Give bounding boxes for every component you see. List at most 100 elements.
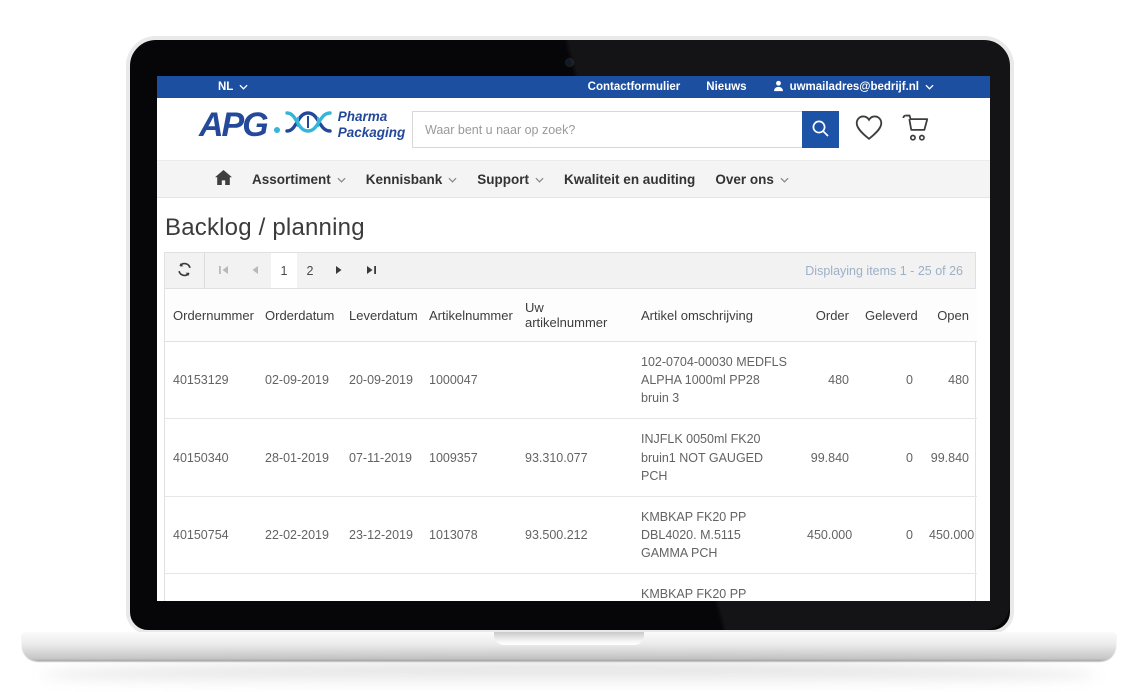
nav-item-assortiment[interactable]: Assortiment — [252, 172, 346, 187]
refresh-button[interactable] — [165, 253, 205, 288]
cell-orderdatum: 22-02-2019 — [257, 573, 341, 601]
cell-leverdatum: 24-09-2019 — [341, 573, 421, 601]
heart-icon — [854, 115, 884, 144]
nav-item-kwaliteit[interactable]: Kwaliteit en auditing — [564, 172, 695, 187]
chevron-down-icon — [239, 84, 248, 90]
logo-dot — [273, 126, 280, 133]
site-header: APG Pharma Packaging — [157, 98, 990, 160]
nav-item-label: Over ons — [715, 171, 774, 187]
language-label: NL — [218, 81, 234, 93]
search-input[interactable] — [412, 111, 802, 148]
table-row: 40150754 22-02-2019 24-09-2019 1013052 9… — [165, 573, 977, 601]
chevron-down-icon — [535, 177, 544, 183]
page-number-1[interactable]: 1 — [271, 253, 297, 288]
chevron-down-icon — [337, 177, 346, 183]
cell-leverdatum: 20-09-2019 — [341, 341, 421, 420]
cell-ordernummer: 40150340 — [165, 418, 257, 497]
cell-order: 450.000 — [799, 573, 857, 601]
cell-open: 450.000 — [921, 573, 977, 601]
nav-item-kennisbank[interactable]: Kennisbank — [366, 172, 458, 187]
cell-ordernummer: 40150754 — [165, 573, 257, 601]
first-page-button[interactable] — [207, 253, 239, 288]
cart-button[interactable] — [901, 113, 932, 145]
nav-item-label: Kwaliteit en auditing — [564, 171, 696, 187]
cell-artikelnummer: 1009357 — [421, 418, 517, 497]
cell-uw-artikelnummer: 93.500.215 — [517, 573, 633, 601]
top-utility-bar: NL Contactformulier Nieuws uwmailadres@b… — [157, 76, 990, 98]
home-icon — [215, 170, 232, 188]
backlog-table: Ordernummer Orderdatum Leverdatum Artike… — [165, 289, 977, 601]
prev-page-button[interactable] — [239, 253, 271, 288]
dna-helix-icon — [284, 106, 333, 143]
cell-geleverd: 0 — [857, 341, 921, 420]
chevron-down-icon — [925, 84, 934, 90]
topbar-right: Contactformulier Nieuws uwmailadres@bedr… — [588, 80, 934, 95]
page-number-2[interactable]: 2 — [306, 263, 314, 278]
user-icon — [773, 80, 784, 95]
col-leverdatum: Leverdatum — [341, 289, 421, 342]
col-geleverd: Geleverd — [857, 289, 921, 342]
laptop-notch — [494, 632, 644, 645]
cell-open: 450.000 — [921, 496, 977, 575]
cell-ordernummer: 40150754 — [165, 496, 257, 575]
cell-ordernummer: 40153129 — [165, 341, 257, 420]
col-orderdatum: Orderdatum — [257, 289, 341, 342]
next-page-button[interactable] — [323, 253, 355, 288]
cell-geleverd: 0 — [857, 418, 921, 497]
cell-orderdatum: 02-09-2019 — [257, 341, 341, 420]
account-email: uwmailadres@bedrijf.nl — [789, 81, 919, 93]
col-open: Open — [921, 289, 977, 342]
pager-status: Displaying items 1 - 25 of 26 — [805, 263, 963, 278]
laptop-lid: NL Contactformulier Nieuws uwmailadres@b… — [126, 36, 1014, 634]
news-link[interactable]: Nieuws — [706, 81, 747, 93]
wishlist-button[interactable] — [854, 114, 884, 144]
search-icon — [811, 119, 830, 141]
cell-leverdatum: 07-11-2019 — [341, 418, 421, 497]
browser-screen: NL Contactformulier Nieuws uwmailadres@b… — [157, 76, 990, 601]
cell-omschrijving: KMBKAP FK20 PP DBL4020. M.5115 GAMMA PCH — [633, 496, 799, 575]
nav-item-label: Kennisbank — [365, 171, 443, 187]
search-button[interactable] — [802, 111, 839, 148]
cart-icon — [901, 114, 932, 145]
chevron-down-icon — [448, 177, 457, 183]
language-selector[interactable]: NL — [218, 81, 248, 93]
last-page-button[interactable] — [355, 253, 387, 288]
col-artikel-omschrijving: Artikel omschrijving — [633, 289, 799, 342]
prev-page-icon — [251, 263, 259, 278]
cell-uw-artikelnummer: 93.500.212 — [517, 496, 633, 575]
cell-order: 450.000 — [799, 496, 857, 575]
company-logo[interactable]: APG Pharma Packaging — [199, 106, 405, 143]
logo-tagline: Pharma Packaging — [337, 109, 406, 140]
cell-omschrijving: KMBKAP FK20 PP GLGR4874 M.5115 GAMMA PCH — [633, 573, 799, 601]
table-row: 40150340 28-01-2019 07-11-2019 1009357 9… — [165, 418, 977, 497]
cell-open: 99.840 — [921, 418, 977, 497]
col-uw-artikelnummer: Uw artikelnummer — [517, 289, 633, 342]
home-button[interactable] — [215, 170, 232, 188]
nav-item-support[interactable]: Support — [477, 172, 544, 187]
webcam — [566, 59, 573, 66]
last-page-icon — [366, 263, 377, 278]
cell-uw-artikelnummer: 93.310.077 — [517, 418, 633, 497]
cell-geleverd: 0 — [857, 573, 921, 601]
laptop-base — [22, 632, 1116, 661]
col-ordernummer: Ordernummer — [165, 289, 257, 342]
laptop-reflection — [40, 663, 1098, 687]
contact-link[interactable]: Contactformulier — [587, 81, 681, 93]
nav-item-label: Assortiment — [252, 171, 331, 187]
table-row: 40153129 02-09-2019 20-09-2019 1000047 1… — [165, 341, 977, 420]
cell-uw-artikelnummer — [517, 341, 633, 420]
search-bar — [412, 111, 839, 148]
table-header-row: Ordernummer Orderdatum Leverdatum Artike… — [165, 289, 977, 342]
account-menu[interactable]: uwmailadres@bedrijf.nl — [773, 80, 934, 95]
nav-item-over-ons[interactable]: Over ons — [715, 172, 789, 187]
page-title: Backlog / planning — [165, 214, 365, 241]
backlog-grid: 1 2 Displaying items 1 - 25 of — [164, 252, 977, 601]
next-page-icon — [335, 263, 343, 278]
table-row: 40150754 22-02-2019 23-12-2019 1013078 9… — [165, 496, 977, 575]
nav-item-label: Support — [477, 171, 530, 187]
cell-order: 480 — [799, 341, 857, 420]
cell-geleverd: 0 — [857, 496, 921, 575]
cell-open: 480 — [921, 341, 977, 420]
cell-artikelnummer: 1013052 — [421, 573, 517, 601]
